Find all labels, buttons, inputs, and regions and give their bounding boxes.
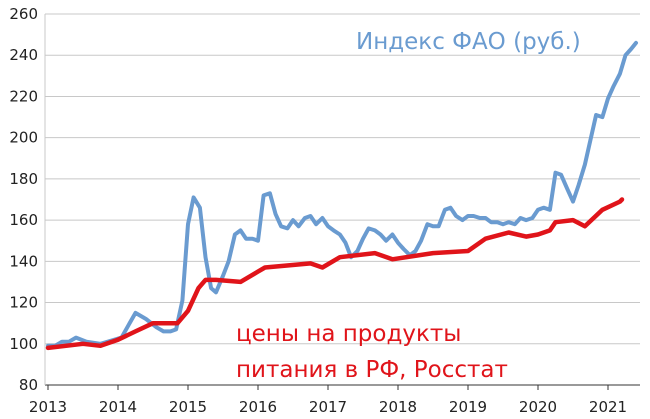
series-label-rosstat-line2: питания в РФ, Росстат: [236, 357, 508, 383]
y-tick-label: 160: [9, 211, 38, 229]
series-line-fao: [46, 40, 638, 348]
x-tick-label: 2019: [449, 398, 487, 416]
x-tick-label: 2016: [239, 398, 277, 416]
x-tick-label: 2020: [519, 398, 557, 416]
x-tick-label: 2018: [379, 398, 417, 416]
x-tick-label: 2014: [99, 398, 137, 416]
y-tick-label: 220: [9, 87, 38, 105]
x-tick-label: 2017: [309, 398, 347, 416]
y-tick-label: 140: [9, 252, 38, 270]
y-tick-label: 120: [9, 294, 38, 312]
x-tick-label: 2021: [589, 398, 627, 416]
y-tick-label: 260: [9, 5, 38, 23]
axes: [44, 14, 640, 390]
grid: [45, 13, 640, 345]
y-tick-label: 80: [19, 376, 38, 394]
series-lines: [45, 40, 638, 351]
x-tick-label: 2013: [29, 398, 67, 416]
series-label-fao: Индекс ФАО (руб.): [356, 29, 581, 55]
y-tick-label: 240: [9, 46, 38, 64]
x-tick-label: 2015: [169, 398, 207, 416]
y-tick-labels: 80 100 120 140 160 180 200 220 240 260: [9, 5, 38, 394]
y-tick-label: 200: [9, 129, 38, 147]
series-label-rosstat-line1: цены на продукты: [236, 321, 461, 347]
x-tick-labels: 2013 2014 2015 2016 2017 2018 2019 2020 2021: [29, 398, 627, 416]
series-line-rosstat: [45, 197, 625, 351]
y-tick-label: 180: [9, 170, 38, 188]
y-tick-label: 100: [9, 335, 38, 353]
